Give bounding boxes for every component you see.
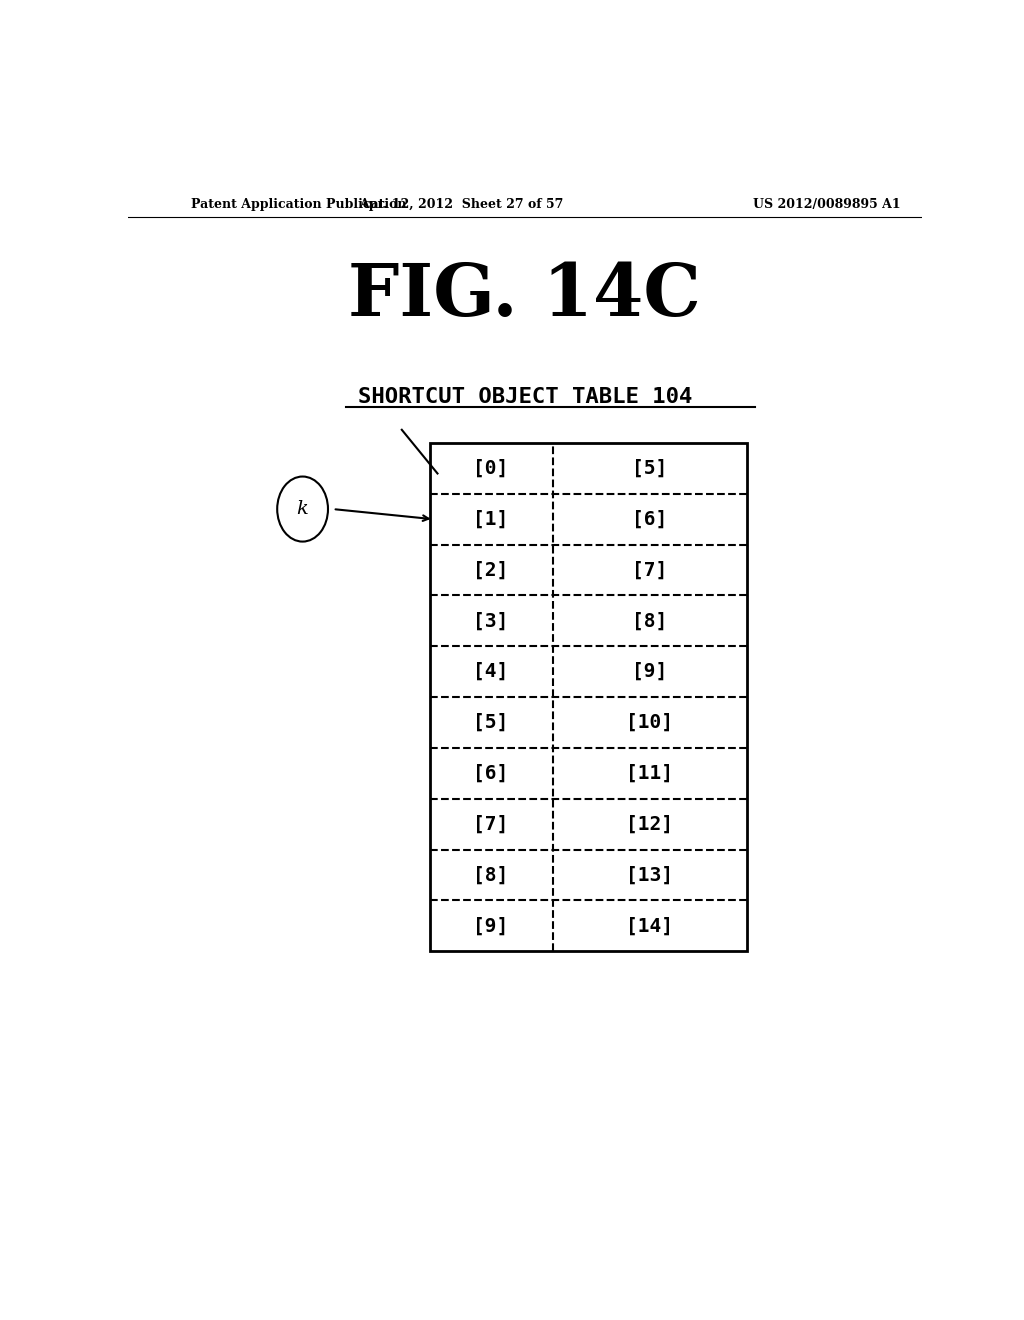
Text: [6]: [6]	[473, 764, 509, 783]
Text: [7]: [7]	[632, 561, 668, 579]
Text: [8]: [8]	[473, 866, 509, 884]
Text: [7]: [7]	[473, 814, 509, 834]
Text: [10]: [10]	[627, 713, 674, 733]
Text: Patent Application Publication: Patent Application Publication	[191, 198, 407, 211]
Text: [3]: [3]	[473, 611, 509, 631]
Text: [2]: [2]	[473, 561, 509, 579]
Text: FIG. 14C: FIG. 14C	[348, 260, 701, 331]
Text: [9]: [9]	[632, 663, 668, 681]
Text: k: k	[297, 500, 308, 517]
Text: Apr. 12, 2012  Sheet 27 of 57: Apr. 12, 2012 Sheet 27 of 57	[359, 198, 563, 211]
Text: [1]: [1]	[473, 510, 509, 529]
Text: [14]: [14]	[627, 916, 674, 936]
Circle shape	[278, 477, 328, 541]
Text: [9]: [9]	[473, 916, 509, 936]
Text: [12]: [12]	[627, 814, 674, 834]
Text: [5]: [5]	[473, 713, 509, 733]
Text: [6]: [6]	[632, 510, 668, 529]
Text: SHORTCUT OBJECT TABLE 104: SHORTCUT OBJECT TABLE 104	[357, 387, 692, 408]
FancyBboxPatch shape	[430, 444, 748, 952]
Text: US 2012/0089895 A1: US 2012/0089895 A1	[753, 198, 900, 211]
Text: [0]: [0]	[473, 459, 509, 478]
Text: [5]: [5]	[632, 459, 668, 478]
Text: [4]: [4]	[473, 663, 509, 681]
Text: [11]: [11]	[627, 764, 674, 783]
Text: [13]: [13]	[627, 866, 674, 884]
Text: [8]: [8]	[632, 611, 668, 631]
